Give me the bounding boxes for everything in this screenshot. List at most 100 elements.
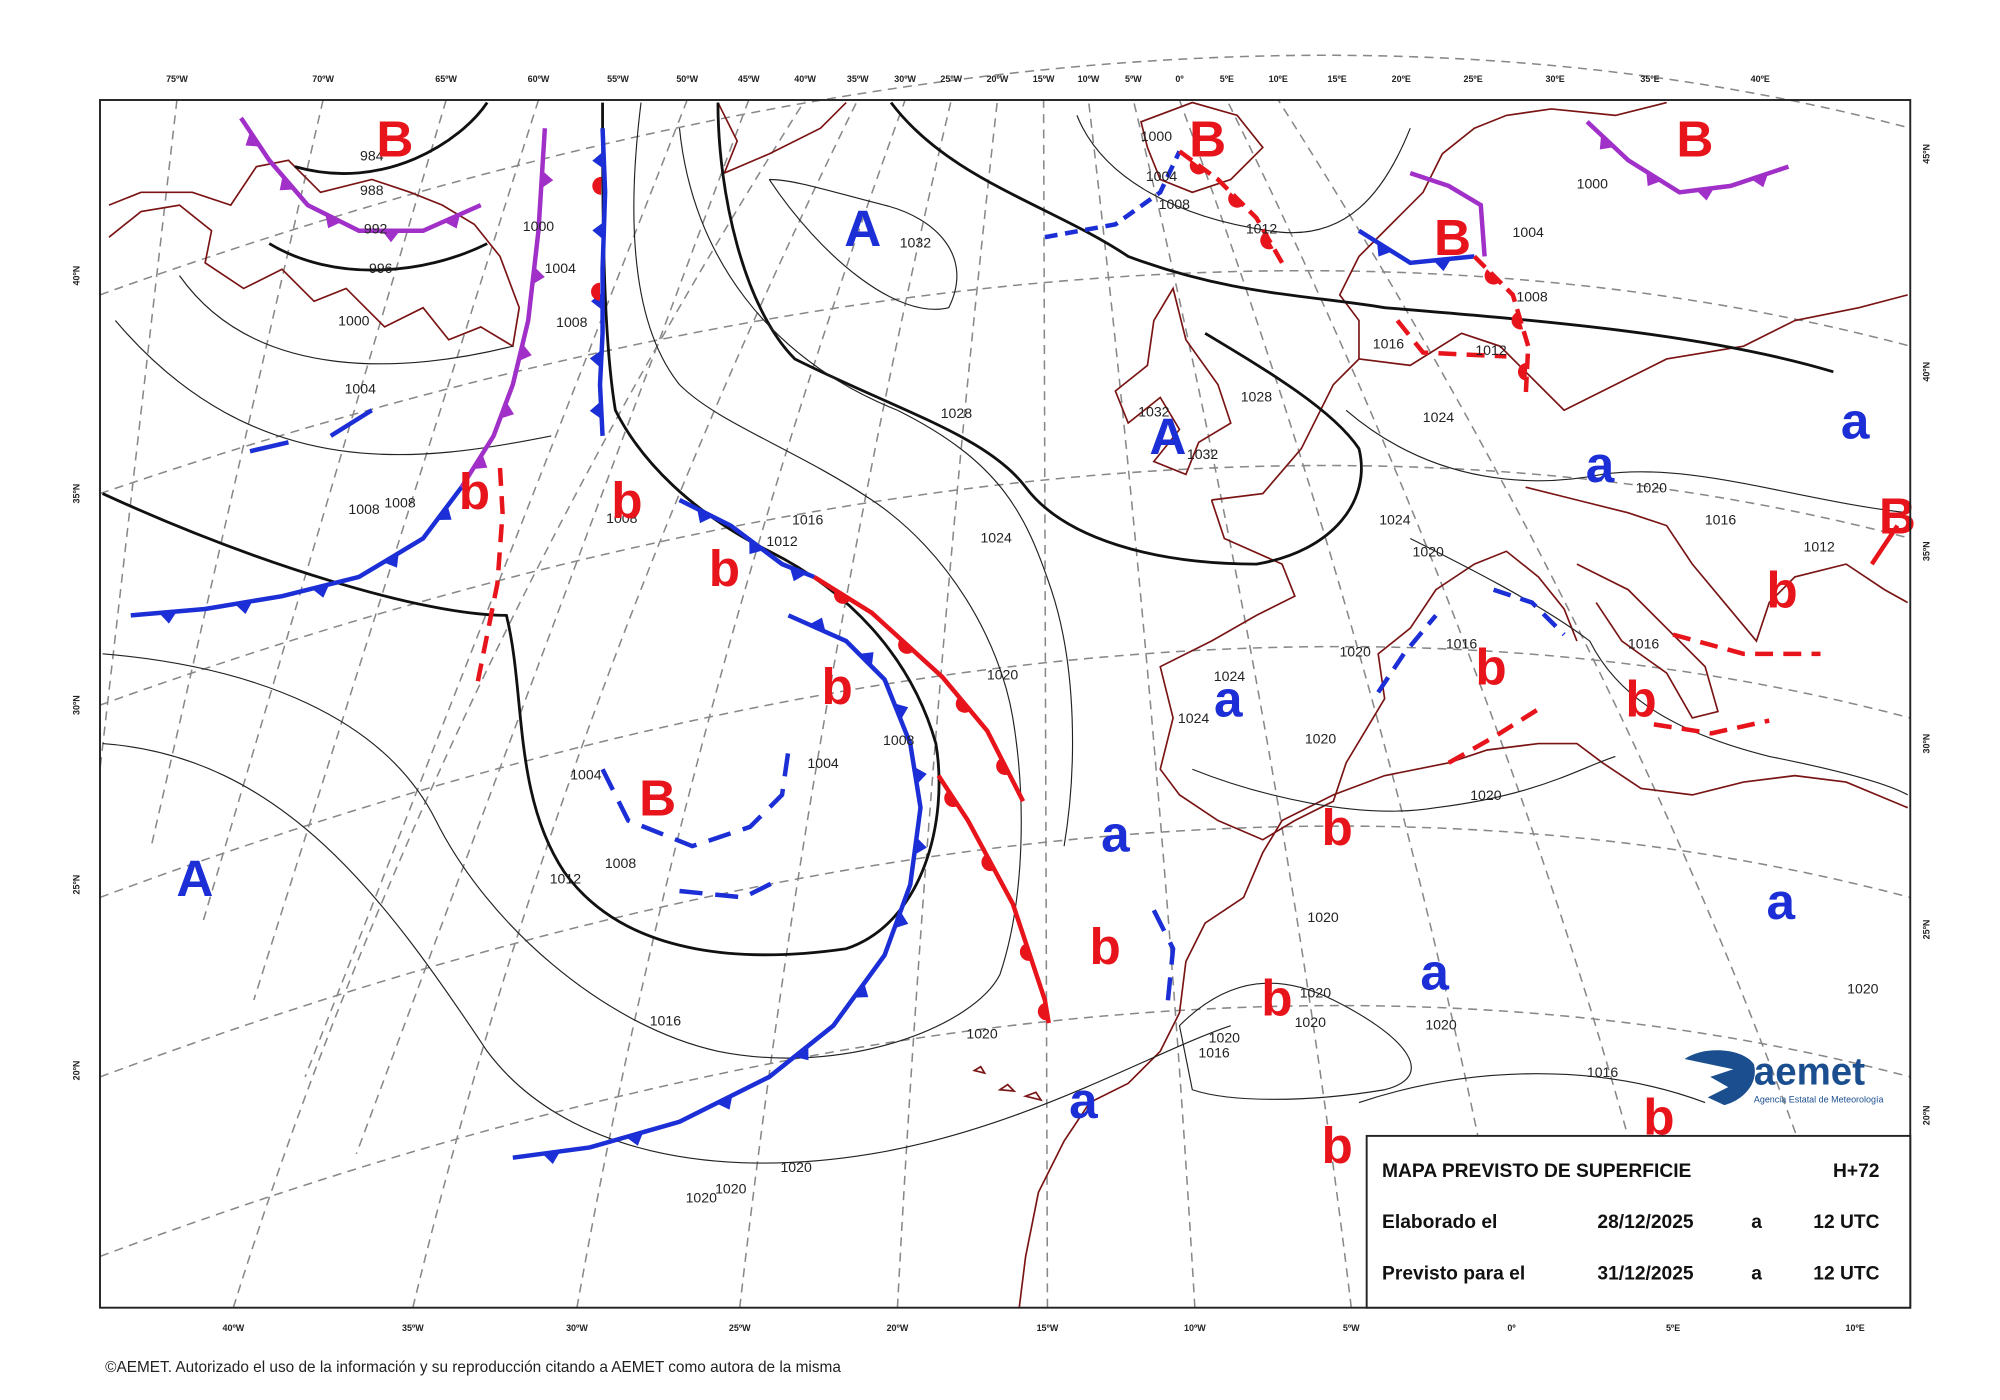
isobar-label: 1000 [1577,175,1609,191]
bottom-longitude: 5ºE [1666,1323,1680,1333]
isobar-label: 1012 [1475,342,1507,358]
warm-front-symbol [981,854,995,872]
cold-front-symbol [592,151,605,170]
isobar [1076,115,1411,234]
top-longitude: 20ºE [1392,74,1411,84]
meridian [1226,99,1674,1308]
pressure-center: B [376,110,413,167]
pressure-center: b [459,463,490,520]
cold-front-symbol [894,911,909,929]
warm-front [812,575,1026,803]
isobar-label: 1020 [1470,787,1502,803]
cold-front [512,613,923,1160]
coast-africa [1018,742,1909,1308]
trough [1672,632,1821,657]
info-sep: a [1751,1263,1762,1284]
info-box [1365,1134,1912,1309]
isobar-label: 1024 [1379,511,1411,527]
isobar-label: 992 [364,220,388,236]
trough [1395,319,1507,359]
meridian [1042,99,1049,1308]
isobar-label: 1020 [1295,1014,1327,1030]
isobar [114,320,552,456]
pressure-center: b [1322,799,1353,856]
logo-icon [1684,1050,1755,1106]
right-latitude: 45ºN [1921,144,1931,164]
bottom-longitude: 15ºW [1037,1323,1059,1333]
cold-front-symbol [1751,173,1769,188]
bottom-longitude: 40ºW [222,1323,244,1333]
cold-front-symbol [1646,171,1662,187]
right-latitude: 35ºN [1921,541,1931,561]
trough [1492,587,1566,637]
top-longitude: 40ºE [1751,74,1770,84]
isobar-label: 1016 [1705,511,1737,527]
top-longitude: 10ºW [1078,74,1100,84]
isobar-label: 1008 [605,855,637,871]
isobar-label: 1016 [1198,1045,1230,1061]
trough [1653,718,1770,736]
top-longitude: 25ºE [1463,74,1482,84]
parallel [99,1004,1911,1258]
isobar [768,178,958,310]
bottom-longitude: 10ºE [1846,1323,1865,1333]
cold-front-symbol [697,508,714,524]
pressure-center: B [1676,110,1713,167]
bottom-longitude: 25ºW [729,1323,751,1333]
warm-front-symbol [944,790,959,808]
warm-front-symbol [1517,362,1528,381]
cold-front-symbol [325,213,342,229]
logo-name: aemet [1754,1051,1865,1094]
left-latitude: 40ºN [71,266,81,286]
isobar-label: 988 [360,182,384,198]
top-longitude: 30ºE [1546,74,1565,84]
isobars [101,101,1908,1164]
pressure-center: b [709,540,740,597]
pressure-center: B [1434,209,1471,266]
pressure-center: a [1069,1072,1098,1129]
info-title: MAPA PREVISTO DE SUPERFICIE [1382,1161,1692,1182]
isobar-label: 1008 [883,732,915,748]
trough [1447,703,1547,765]
cold-front-symbol [859,652,874,667]
pressure-center: A [1149,408,1186,465]
isobar-label: 1020 [1413,543,1445,559]
top-longitude: 25ºW [940,74,962,84]
warm-front-symbol [955,696,971,713]
isobar-label: 1020 [987,666,1019,682]
warm-front-symbol [592,176,602,195]
top-longitude: 15ºE [1328,74,1347,84]
isobar-label: 1004 [345,381,377,397]
meridian [232,99,806,1308]
isobar [1345,409,1908,514]
isobar-label: 1024 [980,529,1012,545]
isobar-label: 1020 [780,1159,812,1175]
cold-front-symbol [1696,187,1715,201]
cold-front-symbol [472,453,488,470]
info-time: 12 UTC [1813,1212,1879,1233]
isobar-label: 1032 [1138,404,1170,420]
isobar-label: 1020 [715,1181,747,1197]
isobar-label: 1024 [1214,668,1246,684]
isobar-label: 1012 [1804,538,1836,554]
trough [474,467,505,687]
cold-front-symbol [436,505,452,521]
cold-front-symbol [541,170,554,189]
isobar-label: 1004 [1146,168,1178,184]
isobar-label: 1020 [1307,909,1339,925]
isobar [1409,537,1908,796]
isobar-label: 1020 [1847,981,1879,997]
left-latitude: 25ºN [71,875,81,895]
isobar-label: 1016 [1373,336,1405,352]
isobar-label: 984 [360,147,384,163]
isobar-label: 1000 [338,313,370,329]
isobar-label: 1004 [1513,224,1545,240]
top-longitude: 0º [1175,74,1184,84]
info-label: Previsto para el [1382,1263,1525,1284]
cold-front-symbol [749,539,764,555]
cold-front-symbol [383,553,399,568]
cold-front-symbol [1433,258,1452,272]
info-label: Elaborado el [1382,1212,1497,1233]
pressure-center: a [1767,873,1796,930]
coast-iceland [1140,101,1264,194]
